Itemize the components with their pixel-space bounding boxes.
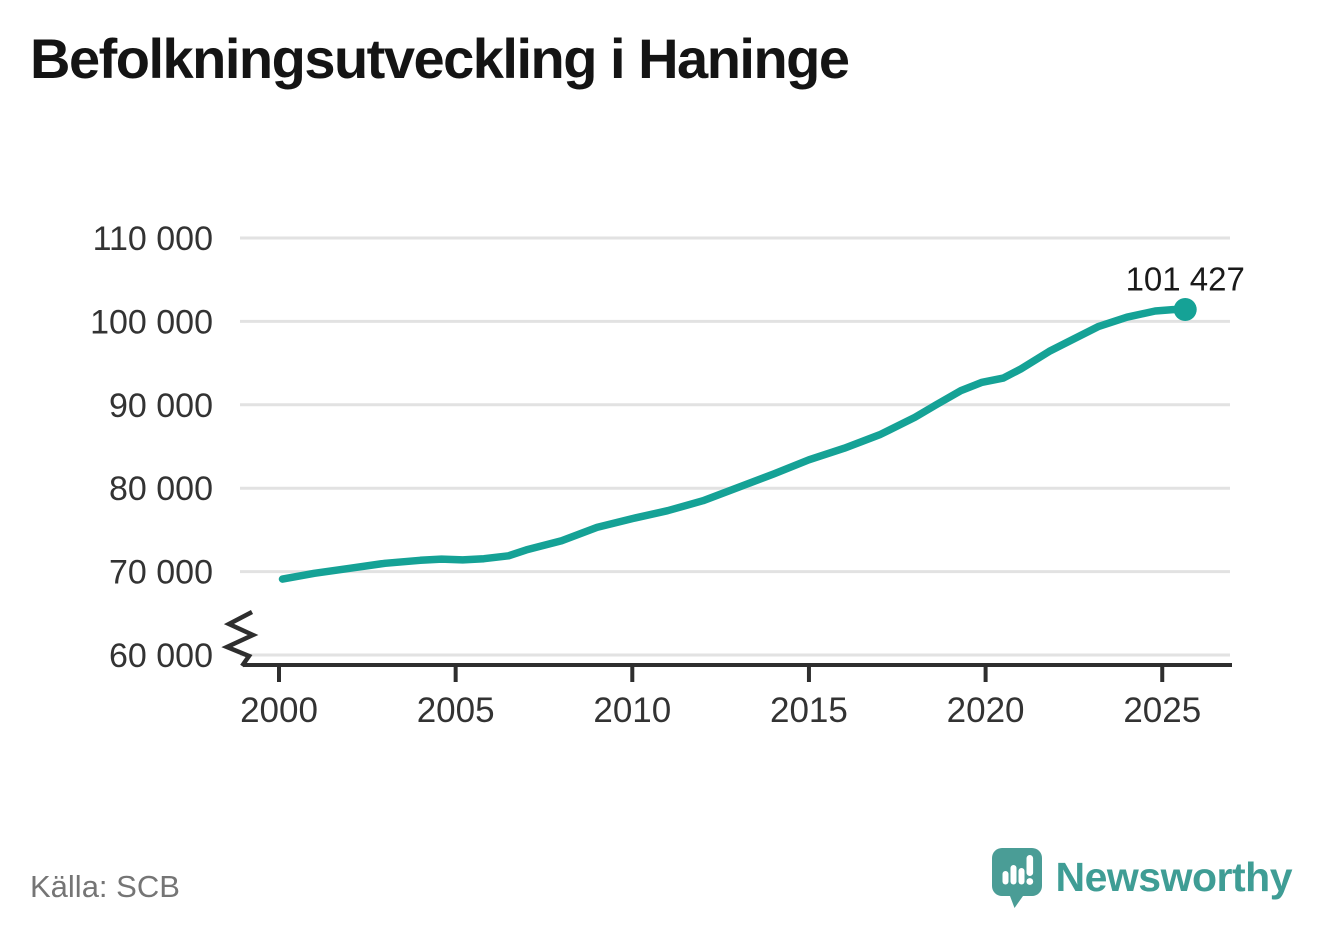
- population-line: [278, 305, 1189, 583]
- speech-bubble-shape: [991, 848, 1042, 908]
- source-label: Källa: SCB: [30, 869, 180, 904]
- chart-title: Befolkningsutveckling i Haninge: [30, 27, 850, 90]
- x-tick-label: 2005: [417, 691, 495, 730]
- x-tick-label: 2010: [593, 691, 671, 730]
- endpoint-dot: [1173, 297, 1197, 321]
- logo-bar-1: [1002, 871, 1008, 885]
- endpoint-value-label: 101 427: [1126, 260, 1245, 297]
- y-tick-label: 90 000: [109, 387, 213, 425]
- y-tick-label: 60 000: [109, 637, 213, 675]
- logo-bar-3: [1018, 868, 1024, 885]
- y-tick-label: 80 000: [109, 470, 213, 508]
- y-tick-label: 100 000: [90, 303, 213, 341]
- logo-exclamation-dot: [1025, 878, 1033, 885]
- logo-bar-2: [1010, 865, 1016, 885]
- bar-chart-speech-bubble-icon: [991, 848, 1042, 908]
- axis-break-icon: [221, 610, 259, 668]
- logo-exclamation-bar: [1026, 855, 1033, 876]
- newsworthy-wordmark: Newsworthy: [1055, 853, 1293, 900]
- x-tick-label: 2020: [947, 691, 1025, 730]
- x-tick-label: 2015: [770, 691, 848, 730]
- newsworthy-logo: Newsworthy: [991, 843, 1293, 911]
- y-tick-label: 70 000: [109, 554, 213, 592]
- x-tick-label: 2000: [240, 691, 318, 730]
- x-tick-label: 2025: [1123, 691, 1201, 730]
- y-tick-label: 110 000: [93, 220, 213, 258]
